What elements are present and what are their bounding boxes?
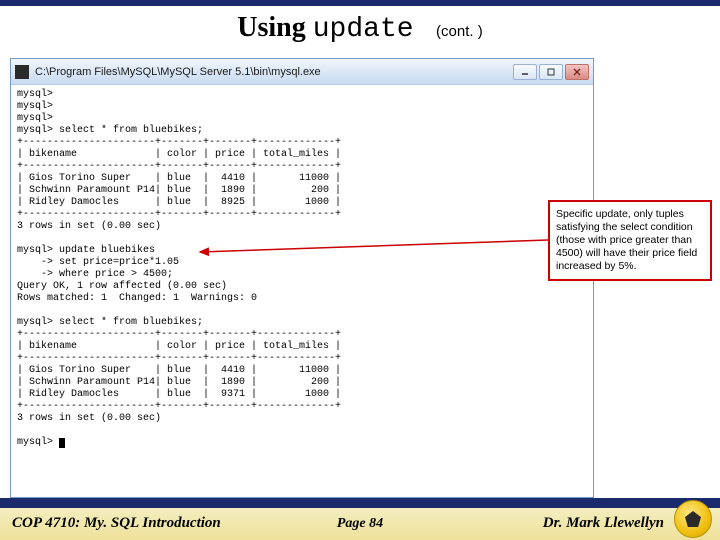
footer-dark-band (0, 498, 720, 506)
ucf-logo (674, 500, 712, 538)
maximize-button[interactable] (539, 64, 563, 80)
pegasus-icon (685, 511, 701, 527)
minimize-button[interactable] (513, 64, 537, 80)
title-code: update (313, 14, 414, 45)
footer-author: Dr. Mark Llewellyn (543, 515, 664, 532)
maximize-icon (546, 68, 556, 76)
window-titlebar: C:\Program Files\MySQL\MySQL Server 5.1\… (11, 59, 593, 85)
title-prefix: Using (237, 12, 312, 43)
annotation-callout: Specific update, only tuples satisfying … (548, 200, 712, 281)
window-title-text: C:\Program Files\MySQL\MySQL Server 5.1\… (35, 66, 513, 78)
minimize-icon (520, 68, 530, 76)
cursor (59, 438, 65, 448)
window-buttons (513, 64, 589, 80)
title-continuation: (cont. ) (436, 23, 483, 40)
console-window: C:\Program Files\MySQL\MySQL Server 5.1\… (10, 58, 594, 498)
slide-title: Using update (cont. ) (0, 12, 720, 45)
close-icon (572, 68, 582, 76)
cmd-icon (15, 65, 29, 79)
close-button[interactable] (565, 64, 589, 80)
slide-footer: COP 4710: My. SQL Introduction Page 84 D… (0, 498, 720, 540)
top-accent-band (0, 0, 720, 6)
callout-text: Specific update, only tuples satisfying … (556, 208, 697, 272)
console-output: mysql> mysql> mysql> mysql> select * fro… (11, 85, 593, 497)
